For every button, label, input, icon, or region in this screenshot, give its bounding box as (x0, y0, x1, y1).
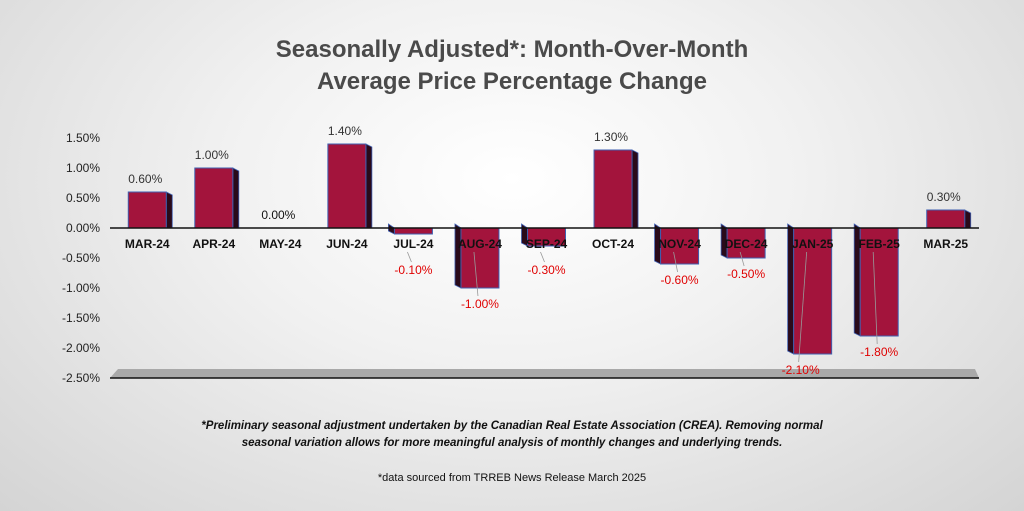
bar-side (232, 167, 240, 229)
leader-line (540, 251, 545, 263)
x-tick-label: APR-24 (192, 237, 235, 251)
data-label: -1.80% (860, 345, 898, 359)
title-line-1: Seasonally Adjusted*: Month-Over-Month (275, 36, 749, 63)
x-tick-label: OCT-24 (592, 237, 634, 251)
leader-line (673, 251, 678, 273)
y-tick-label: -1.00% (62, 281, 100, 295)
title-line-2: Average Price Percentage Change (317, 68, 707, 95)
y-tick-label: 1.00% (66, 161, 100, 175)
bar (194, 167, 234, 229)
leader-line (798, 251, 808, 363)
data-label: -0.60% (661, 273, 699, 287)
x-tick-label: JUL-24 (393, 237, 433, 251)
bar (926, 209, 966, 229)
data-label: 1.40% (328, 124, 362, 138)
x-tick-label: DEC-24 (725, 237, 768, 251)
x-tick-label: AUG-24 (458, 237, 502, 251)
x-tick-label: MAR-24 (125, 237, 170, 251)
data-label: -0.50% (727, 267, 765, 281)
y-tick-label: 1.50% (66, 131, 100, 145)
footnote-line-2: seasonal variation allows for more meani… (241, 437, 783, 449)
chart-floor (110, 369, 979, 378)
bar (726, 227, 766, 259)
footnote-line-1: *Preliminary seasonal adjustment underta… (201, 420, 823, 432)
bar-side (165, 191, 173, 229)
data-label: 0.60% (128, 172, 162, 186)
data-label: 0.00% (261, 208, 295, 222)
x-tick-label: MAR-25 (923, 237, 968, 251)
chart-title: Seasonally Adjusted*: Month-Over-Month A… (0, 34, 1024, 98)
y-tick-label: 0.50% (66, 191, 100, 205)
x-tick-label: JUN-24 (326, 237, 368, 251)
bar-side (454, 223, 462, 289)
bar-side (964, 209, 972, 229)
data-label: -1.00% (461, 297, 499, 311)
data-label: 1.30% (594, 130, 628, 144)
bar (793, 227, 833, 355)
data-label: 1.00% (195, 148, 229, 162)
leader-line (739, 251, 745, 267)
leader-line (407, 251, 412, 263)
x-tick-label: NOV-24 (658, 237, 701, 251)
bar-side (365, 143, 373, 229)
y-tick-label: -1.50% (62, 311, 100, 325)
source-note: *data sourced from TRREB News Release Ma… (377, 472, 647, 484)
leader-line (473, 251, 479, 297)
x-tick-label: FEB-25 (859, 237, 901, 251)
bar (660, 227, 700, 265)
leader-line (872, 251, 878, 345)
bar (593, 149, 633, 229)
bar (859, 227, 899, 337)
data-label: -0.30% (527, 263, 565, 277)
data-label: -2.10% (782, 363, 820, 377)
y-tick-label: -0.50% (62, 251, 100, 265)
y-tick-label: -2.00% (62, 341, 100, 355)
bar-side (388, 223, 395, 235)
x-tick-label: SEP-24 (526, 237, 568, 251)
bar (393, 227, 433, 235)
x-tick-label: MAY-24 (259, 237, 302, 251)
y-tick-label: 0.00% (66, 221, 100, 235)
bar (327, 143, 367, 229)
data-label: -0.10% (394, 263, 432, 277)
x-tick-label: JAN-25 (792, 237, 834, 251)
bar (127, 191, 167, 229)
footnote: *Preliminary seasonal adjustment underta… (0, 418, 1024, 452)
data-label: 0.30% (927, 190, 961, 204)
bar (460, 227, 500, 289)
bar-side (631, 149, 639, 229)
y-tick-label: -2.50% (62, 371, 100, 385)
